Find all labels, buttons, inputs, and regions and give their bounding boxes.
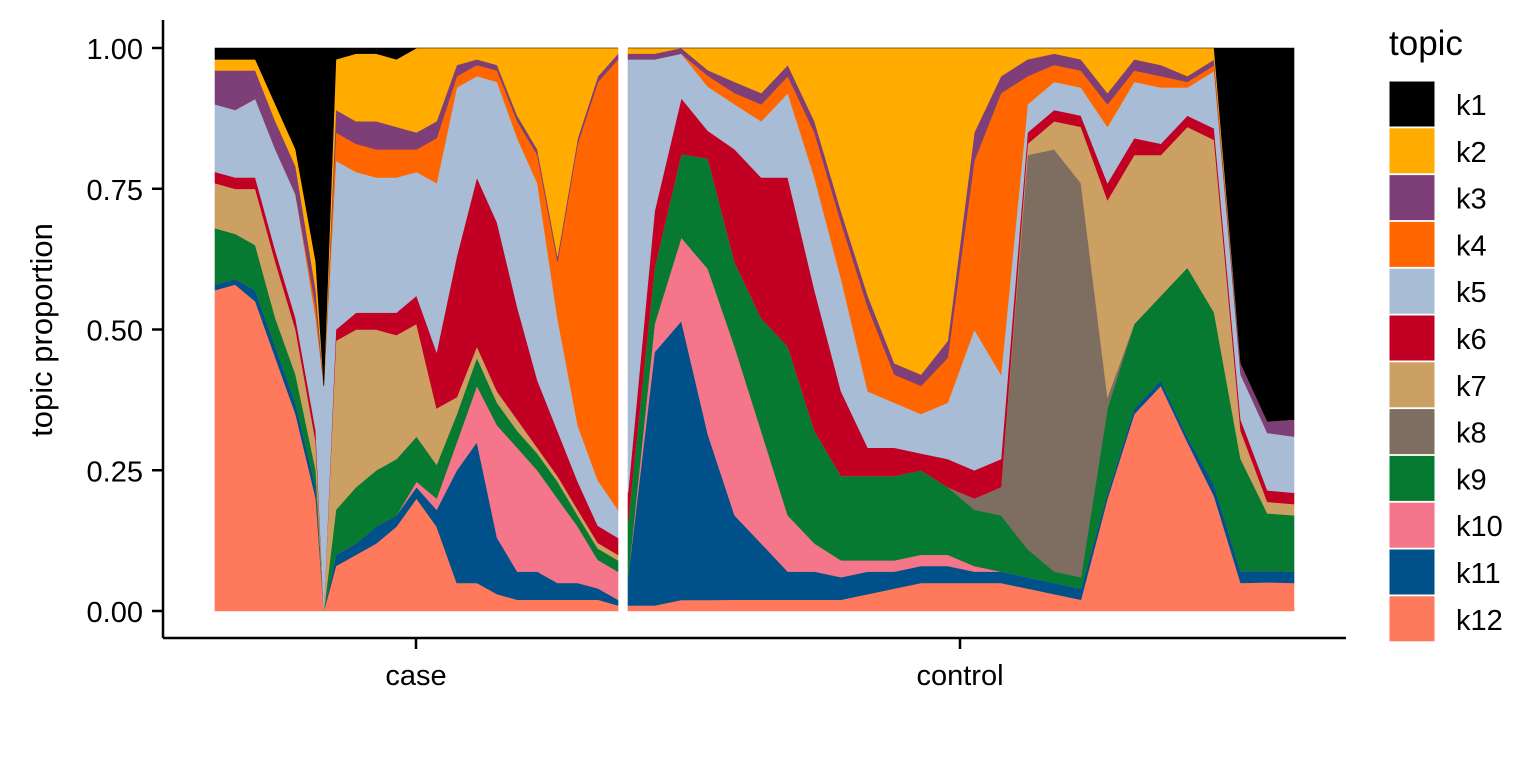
legend-label-k10: k10: [1456, 511, 1503, 543]
legend-swatch-k10: [1388, 501, 1436, 549]
legend-swatch-k12: [1388, 595, 1436, 643]
y-axis-title: topic proportion: [24, 223, 59, 437]
area-case-k1: [214, 47, 618, 386]
panel-control: [627, 47, 1295, 612]
y-tick-label: 1.00: [87, 34, 143, 66]
x-tick-label-control: control: [916, 660, 1003, 692]
legend-swatch-k2: [1388, 127, 1436, 175]
plot-panels: [214, 47, 1295, 612]
y-axis-ticks: 0.00 0.25 0.50 0.75 1.00: [87, 34, 163, 629]
legend-label-k8: k8: [1456, 418, 1487, 450]
y-tick-label: 0.00: [87, 597, 143, 629]
legend-label-k11: k11: [1456, 558, 1501, 590]
y-tick-label: 0.50: [87, 316, 143, 348]
legend: k1 k2 k3 k4 k5 k6 k7 k8 k9 k10 k11 k12: [1388, 80, 1503, 643]
x-tick-label-case: case: [385, 660, 446, 692]
legend-title: topic: [1389, 24, 1463, 63]
legend-label-k2: k2: [1456, 137, 1487, 169]
legend-label-k3: k3: [1456, 184, 1487, 216]
legend-swatch-k11: [1388, 548, 1436, 596]
legend-swatch-k3: [1388, 174, 1436, 222]
legend-label-k6: k6: [1456, 324, 1487, 356]
legend-swatch-k4: [1388, 220, 1436, 268]
panel-case: [214, 47, 619, 612]
legend-label-k12: k12: [1456, 605, 1503, 637]
legend-swatch-k5: [1388, 267, 1436, 315]
legend-swatch-k7: [1388, 361, 1436, 409]
y-tick-label: 0.25: [87, 456, 143, 488]
legend-swatch-k1: [1388, 80, 1436, 128]
legend-label-k7: k7: [1456, 371, 1487, 403]
legend-label-k4: k4: [1456, 230, 1487, 262]
legend-label-k1: k1: [1456, 90, 1487, 122]
legend-swatch-k6: [1388, 314, 1436, 362]
legend-swatch-k9: [1388, 454, 1436, 502]
x-axis-ticks: case control: [385, 638, 1004, 692]
y-tick-label: 0.75: [87, 175, 143, 207]
legend-swatch-k8: [1388, 408, 1436, 456]
legend-label-k9: k9: [1456, 464, 1487, 496]
area-control-k1: [628, 47, 1295, 422]
legend-label-k5: k5: [1456, 277, 1487, 309]
